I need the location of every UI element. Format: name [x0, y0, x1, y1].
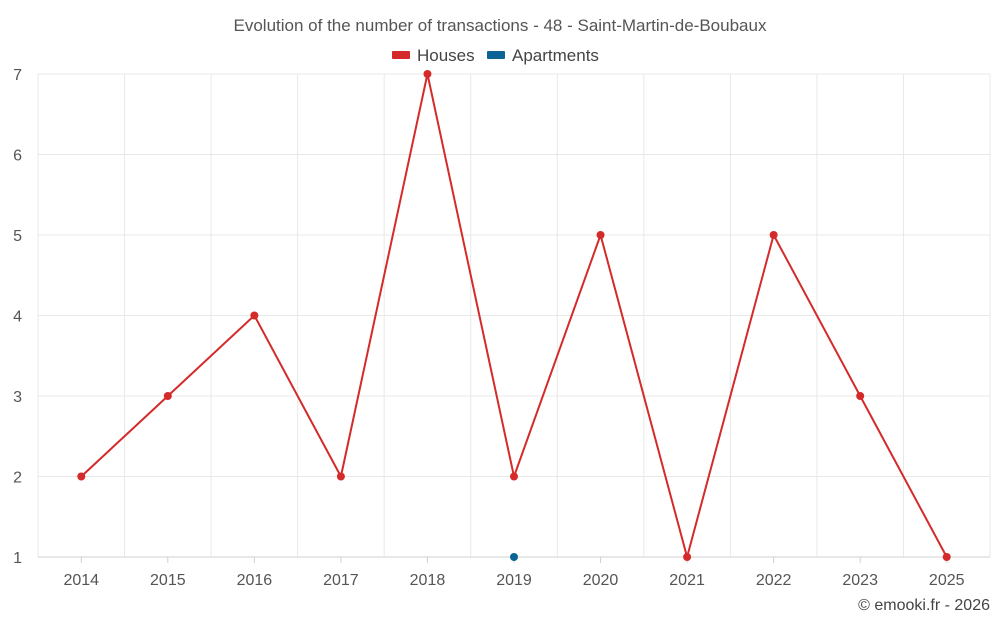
data-point-houses-2018[interactable] — [423, 70, 432, 78]
x-tick-label: 2021 — [669, 572, 705, 589]
data-point-houses-2023[interactable] — [856, 392, 865, 400]
x-tick-label: 2017 — [323, 572, 359, 589]
x-tick-label: 2018 — [410, 572, 446, 589]
legend-swatch-apartments — [487, 51, 505, 59]
x-tick-label: 2019 — [496, 572, 532, 589]
data-point-houses-2019[interactable] — [510, 472, 518, 481]
series — [77, 70, 951, 561]
x-tick-label: 2020 — [583, 572, 619, 589]
x-tick-label: 2014 — [63, 572, 99, 589]
data-point-houses-2022[interactable] — [769, 231, 778, 239]
data-point-houses-2014[interactable] — [77, 472, 86, 481]
data-point-houses-2015[interactable] — [163, 392, 172, 400]
series-houses — [77, 70, 951, 561]
legend-item-apartments[interactable]: Apartments — [487, 46, 599, 65]
data-point-houses-2017[interactable] — [336, 472, 345, 481]
chart-title: Evolution of the number of transactions … — [234, 16, 767, 35]
x-tick-label: 2015 — [150, 572, 186, 589]
series-apartments — [510, 553, 518, 561]
data-point-apartments-2019[interactable] — [510, 553, 518, 561]
data-point-houses-2025[interactable] — [942, 553, 951, 561]
y-tick-label: 4 — [13, 309, 22, 326]
data-point-houses-2016[interactable] — [250, 311, 259, 320]
y-tick-label: 6 — [13, 148, 22, 165]
x-tick-label: 2022 — [756, 572, 792, 589]
x-tick-label: 2016 — [237, 572, 273, 589]
grid — [37, 73, 991, 558]
legend-item-houses[interactable]: Houses — [392, 46, 475, 65]
legend: Houses Apartments — [392, 46, 599, 65]
y-tick-label: 5 — [13, 228, 22, 245]
data-point-houses-2021[interactable] — [683, 553, 692, 561]
x-tick-label: 2025 — [929, 572, 965, 589]
credit-text: © emooki.fr - 2026 — [858, 597, 990, 614]
legend-swatch-houses — [392, 51, 410, 59]
y-tick-label: 1 — [13, 550, 22, 567]
legend-label-houses: Houses — [417, 46, 475, 65]
data-point-houses-2020[interactable] — [596, 231, 605, 239]
axes: 1 2 3 4 5 6 7 2014 2015 2016 2017 2018 2019 2020 2021 2… — [13, 67, 990, 589]
legend-label-apartments: Apartments — [512, 46, 599, 65]
y-tick-label: 7 — [13, 67, 22, 84]
x-tick-label: 2023 — [842, 572, 878, 589]
y-tick-label: 3 — [13, 389, 22, 406]
y-tick-label: 2 — [13, 470, 22, 487]
